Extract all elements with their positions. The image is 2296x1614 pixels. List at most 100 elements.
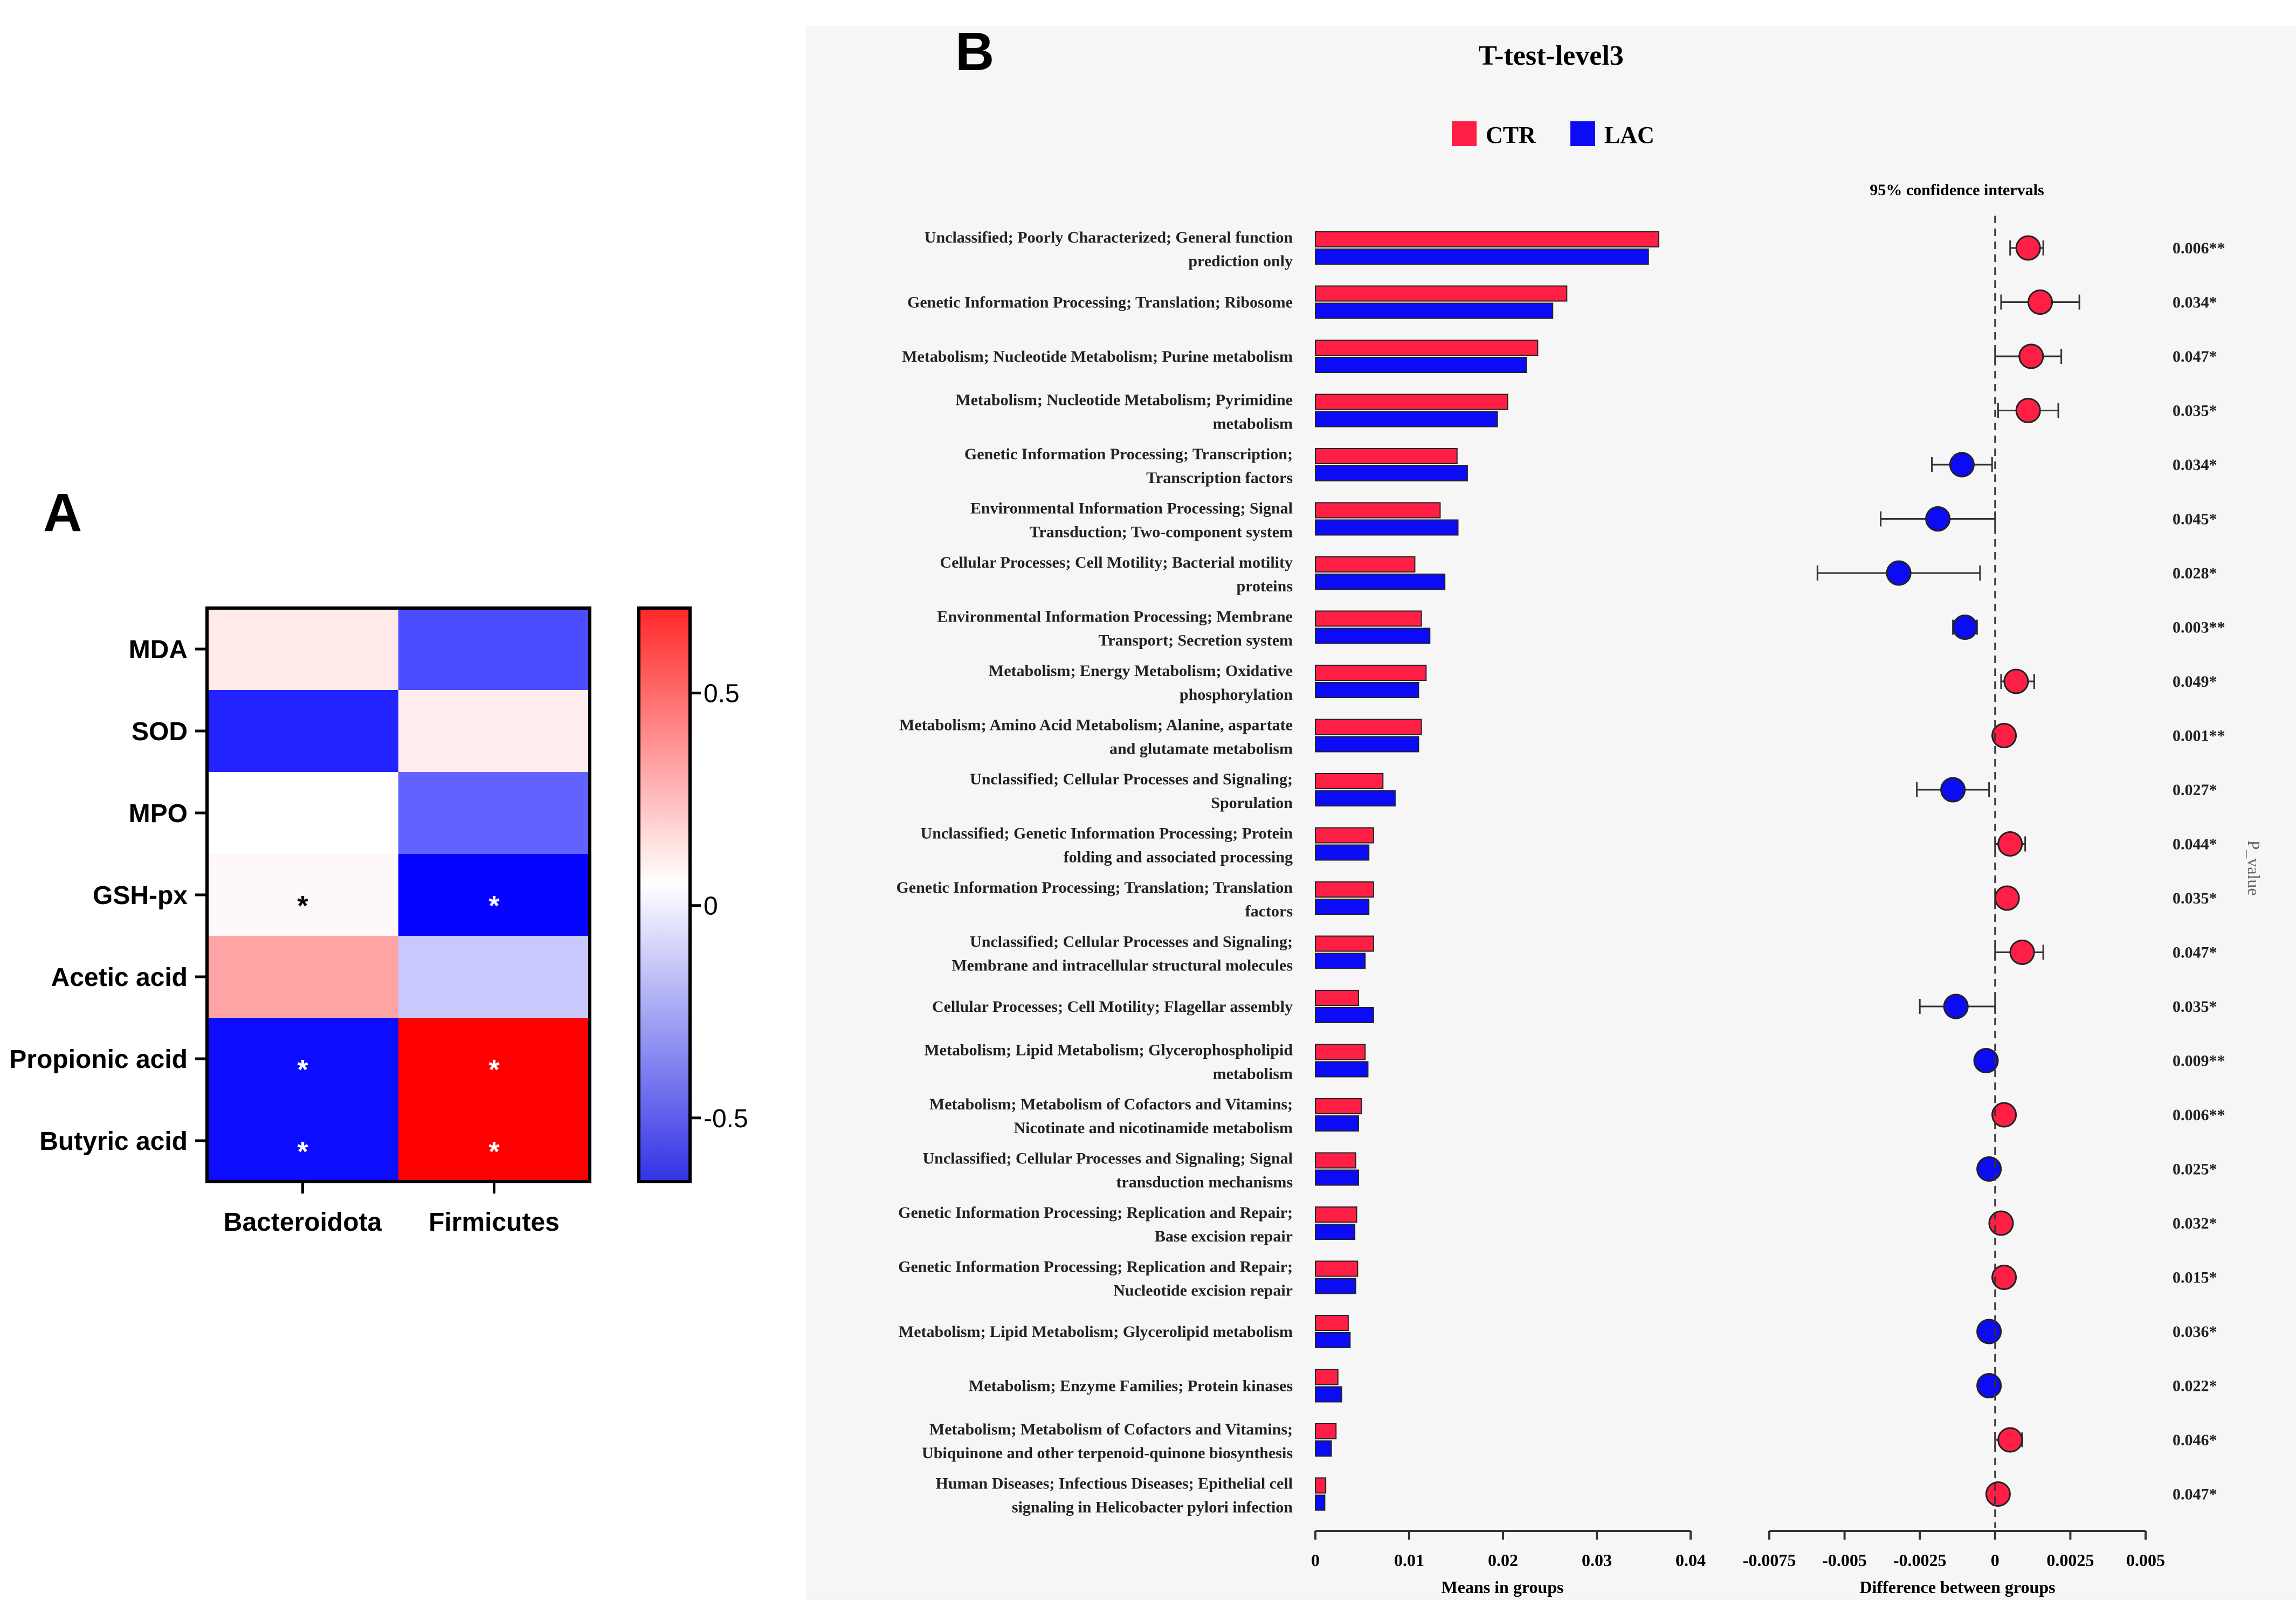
heatmap-cells <box>207 608 590 1182</box>
legend: CTR LAC <box>1452 121 1654 148</box>
legend-swatch-ctr <box>1452 121 1477 146</box>
chart-title: T-test-level3 <box>1478 40 1624 71</box>
heatmap-column-labels: Bacteroidota Firmicutes <box>224 1182 560 1237</box>
category-label-line: metabolism <box>1213 1065 1293 1083</box>
difference-point <box>2028 289 2053 315</box>
heatmap-row-label: MDA <box>129 636 188 664</box>
bar-ctr <box>1315 773 1384 789</box>
bar-lac <box>1315 790 1396 806</box>
bar-lac <box>1315 682 1419 698</box>
bar-ctr <box>1315 340 1539 356</box>
heatmap-cell <box>207 854 398 936</box>
category-label: Human Diseases; Infectious Diseases; Epi… <box>936 1475 1293 1516</box>
means-tick-label: 0 <box>1311 1550 1320 1570</box>
category-label-line: Metabolism; Lipid Metabolism; Glyceropho… <box>924 1041 1293 1059</box>
p-value-label: 0.047* <box>2173 348 2217 365</box>
ci-title: 95% confidence intervals <box>1870 181 2044 199</box>
bar-lac <box>1315 1115 1360 1132</box>
p-value-label: 0.036* <box>2173 1323 2217 1341</box>
difference-point <box>2009 940 2035 965</box>
bar-ctr <box>1315 1152 1356 1169</box>
diff-tick-label: -0.0025 <box>1893 1550 1947 1570</box>
p-value-label: 0.027* <box>2173 781 2217 799</box>
bar-ctr <box>1315 1369 1339 1385</box>
category-label: Metabolism; Lipid Metabolism; Glycerolip… <box>899 1323 1293 1341</box>
bar-ctr <box>1315 1315 1349 1331</box>
bar-lac <box>1315 1278 1356 1294</box>
p-value-label: 0.028* <box>2173 564 2217 582</box>
bar-ctr <box>1315 719 1422 735</box>
category-label: Metabolism; Lipid Metabolism; Glyceropho… <box>924 1041 1293 1083</box>
category-label-line: Metabolism; Metabolism of Cofactors and … <box>929 1095 1293 1113</box>
heatmap-cell <box>398 1100 590 1182</box>
legend-label-lac: LAC <box>1604 122 1654 148</box>
colorbar-ticks: 0.5 0 -0.5 <box>690 680 748 1133</box>
category-label-line: Cellular Processes; Cell Motility; Flage… <box>932 998 1293 1016</box>
category-label-line: factors <box>1245 902 1293 920</box>
difference-point <box>1985 1481 2011 1507</box>
category-label-line: transduction mechanisms <box>1116 1174 1293 1191</box>
heatmap-significance-markers: * * * * * * <box>297 891 500 1168</box>
difference-point <box>2015 235 2041 261</box>
heatmap-row-label: Acetic acid <box>51 963 188 992</box>
p-value-label: 0.044* <box>2173 836 2217 853</box>
bar-ctr <box>1315 1206 1357 1223</box>
bar-lac <box>1315 1007 1374 1023</box>
bar-ctr <box>1315 610 1422 627</box>
category-label: Cellular Processes; Cell Motility; Flage… <box>932 998 1293 1016</box>
bar-ctr <box>1315 285 1568 302</box>
category-label: Genetic Information Processing; Replicat… <box>898 1258 1293 1300</box>
bar-ctr <box>1315 231 1659 247</box>
category-label-line: signaling in Helicobacter pylori infecti… <box>1012 1499 1293 1516</box>
significance-star: * <box>488 891 500 922</box>
diff-tick-label: 0 <box>1991 1550 1999 1570</box>
bar-lac <box>1315 953 1366 969</box>
category-label-line: Nicotinate and nicotinamide metabolism <box>1014 1119 1293 1137</box>
category-label: Metabolism; Nucleotide Metabolism; Pyrim… <box>955 391 1293 433</box>
heatmap-cell <box>398 854 590 936</box>
bar-lac <box>1315 357 1527 373</box>
category-label: Unclassified; Cellular Processes and Sig… <box>952 933 1293 975</box>
p-value-label: 0.034* <box>2173 456 2217 474</box>
bar-ctr <box>1315 665 1427 681</box>
p-value-label: 0.006** <box>2173 1106 2225 1124</box>
category-label: Genetic Information Processing; Translat… <box>896 879 1293 920</box>
category-label-line: Metabolism; Lipid Metabolism; Glycerolip… <box>899 1323 1293 1341</box>
bar-lac <box>1315 249 1649 265</box>
p-value-label: 0.047* <box>2173 944 2217 962</box>
category-label: Metabolism; Nucleotide Metabolism; Purin… <box>902 348 1293 365</box>
category-label-line: phosphorylation <box>1180 686 1293 703</box>
category-label-line: Transduction; Two-component system <box>1030 523 1293 541</box>
panel-b-ttest: B T-test-level3 CTR LAC 95% confidence i… <box>896 22 2264 1597</box>
category-label: Unclassified; Poorly Characterized; Gene… <box>925 229 1293 270</box>
category-label-line: Genetic Information Processing; Translat… <box>907 294 1293 312</box>
heatmap-col-label: Firmicutes <box>429 1208 560 1237</box>
means-tick-label: 0.03 <box>1582 1550 1612 1570</box>
heatmap-row-label: Propionic acid <box>9 1045 188 1074</box>
bar-lac <box>1315 465 1468 481</box>
bar-lac <box>1315 1224 1356 1240</box>
diff-axis-label: Difference between groups <box>1859 1577 2055 1597</box>
bar-ctr <box>1315 556 1416 573</box>
pvalue-axis-label: P_value <box>2244 840 2264 895</box>
heatmap-row-label: GSH-px <box>93 881 188 910</box>
bar-lac <box>1315 1440 1332 1457</box>
p-value-label: 0.003** <box>2173 619 2225 637</box>
p-value-label: 0.035* <box>2173 998 2217 1016</box>
category-label: Environmental Information Processing; Me… <box>937 608 1293 650</box>
category-label: Environmental Information Processing; Si… <box>970 500 1293 541</box>
bar-ctr <box>1315 1260 1359 1277</box>
heatmap-cell <box>207 936 398 1018</box>
bar-lac <box>1315 574 1446 590</box>
bar-lac <box>1315 844 1370 861</box>
bar-lac <box>1315 1386 1342 1403</box>
p-value-label: 0.035* <box>2173 889 2217 907</box>
bar-lac <box>1315 302 1554 319</box>
p-value-label: 0.047* <box>2173 1486 2217 1503</box>
p-value-label: 0.009** <box>2173 1052 2225 1070</box>
category-label-line: Nucleotide excision repair <box>1113 1282 1293 1300</box>
diff-tick-label: 0.005 <box>2126 1550 2165 1570</box>
means-tick-label: 0.01 <box>1394 1550 1424 1570</box>
category-label-line: Environmental Information Processing; Si… <box>970 500 1293 518</box>
